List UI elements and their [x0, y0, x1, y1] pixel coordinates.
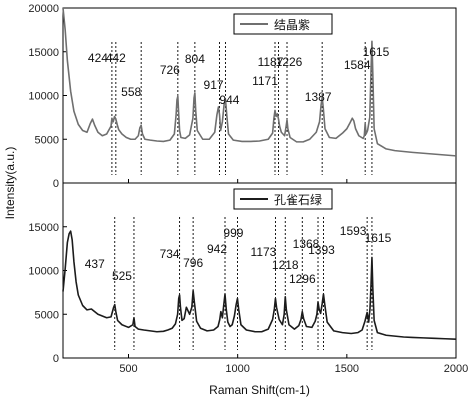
y-tick-label: 5000	[35, 134, 59, 146]
peak-label: 525	[112, 269, 132, 283]
peak-label: 1615	[365, 231, 392, 245]
peak-label: 424	[88, 51, 108, 65]
y-axis-title: Intensity(a.u.)	[3, 147, 17, 220]
x-axis: 500 1000 1500 2000	[119, 363, 468, 375]
y-tick-label: 10000	[28, 91, 59, 103]
peak-label: 1584	[344, 58, 371, 72]
y-tick-label: 20000	[28, 3, 59, 15]
peak-label: 726	[160, 63, 180, 77]
x-tick-label: 1500	[335, 363, 359, 375]
peak-label: 942	[207, 242, 227, 256]
peak-label: 1296	[289, 272, 316, 286]
peak-label: 1187	[258, 55, 284, 69]
peak-label: 917	[204, 78, 224, 92]
y-tick-label: 5000	[35, 309, 59, 321]
y-tick-label: 0	[53, 353, 59, 365]
legend-box	[233, 188, 333, 210]
x-tick-label: 500	[119, 363, 137, 375]
peak-label: 804	[185, 52, 205, 66]
y-tick-label: 10000	[28, 266, 59, 278]
spectrum-line	[62, 7, 457, 157]
x-axis-title: Raman Shift(cm-1)	[209, 383, 310, 397]
peak-label: 796	[183, 256, 203, 270]
peak-label: 1593	[340, 224, 367, 238]
peak-label: 1171	[252, 74, 278, 88]
legend-box	[233, 13, 333, 35]
peak-label: 1226	[276, 55, 303, 69]
y-tick-label: 0	[53, 178, 59, 190]
peak-label: 1615	[363, 45, 390, 59]
peak-label: 1218	[272, 258, 299, 272]
legend-label: 孔雀石绿	[274, 192, 322, 207]
peak-label: 442	[106, 51, 126, 65]
peak-label: 999	[223, 226, 243, 240]
peak-label: 437	[85, 257, 105, 271]
x-tick-label: 1000	[225, 363, 249, 375]
peak-label: 1173	[251, 245, 277, 259]
spectrum-line	[62, 230, 457, 340]
legend-label: 结晶紫	[274, 18, 310, 32]
peak-label: 944	[219, 93, 239, 107]
peak-label: 734	[160, 247, 180, 261]
peak-label: 1368	[293, 237, 320, 251]
peak-label: 1393	[308, 243, 335, 257]
x-tick-label: 2000	[444, 363, 468, 375]
y-tick-label: 15000	[28, 222, 59, 234]
y-tick-label: 15000	[28, 47, 59, 59]
peak-label: 1387	[305, 90, 332, 104]
peak-label: 558	[121, 85, 141, 99]
